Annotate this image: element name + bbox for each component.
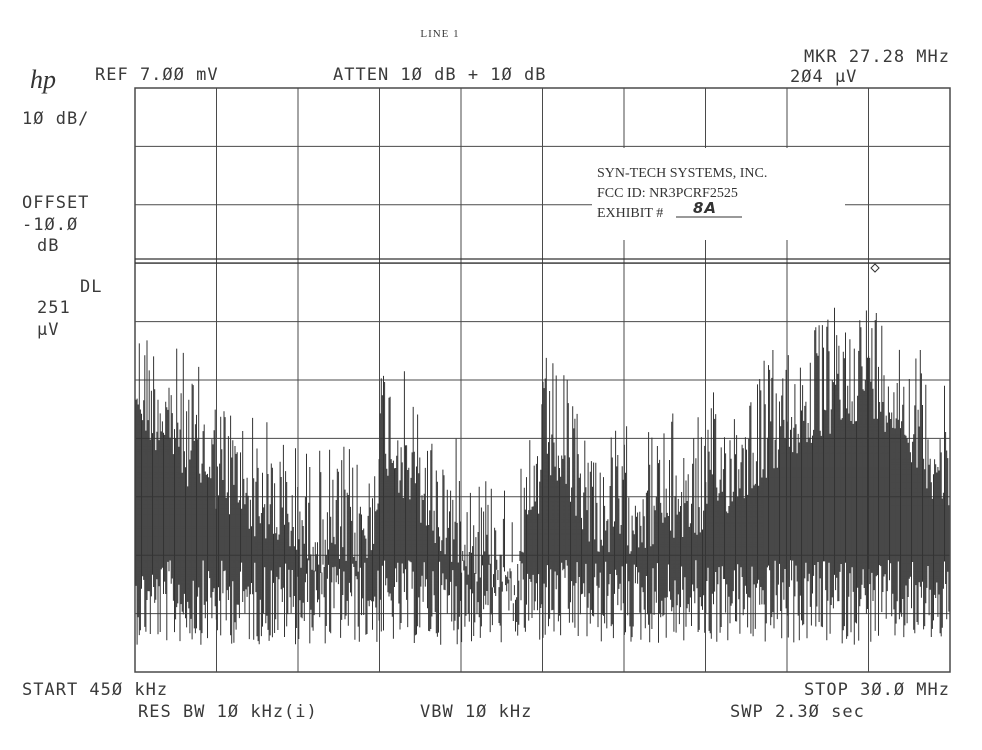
reference-level: REF 7.ØØ mV xyxy=(95,65,219,85)
video-bandwidth: VBW 1Ø kHz xyxy=(420,702,532,722)
line-label: LINE 1 xyxy=(420,28,459,40)
stamp-exhibit-number: 8A xyxy=(693,199,717,217)
marker-amplitude: 2Ø4 µV xyxy=(790,67,857,87)
stop-frequency: STOP 3Ø.Ø MHz xyxy=(804,680,950,700)
stamp-exhibit: EXHIBIT # xyxy=(597,206,663,221)
offset-label: OFFSET xyxy=(22,193,89,213)
marker xyxy=(870,263,880,273)
sweep-time: SWP 2.3Ø sec xyxy=(730,702,865,722)
display-line-label: DL xyxy=(80,277,102,297)
stamp-fcc-id: FCC ID: NR3PCRF2525 xyxy=(597,186,738,201)
scale: 1Ø dB/ xyxy=(22,109,89,129)
marker-frequency: MKR 27.28 MHz xyxy=(804,47,950,67)
start-frequency: START 45Ø kHz xyxy=(22,680,168,700)
stamp-box xyxy=(592,148,845,240)
display-line-unit: µV xyxy=(37,320,59,340)
stamp-company: SYN-TECH SYSTEMS, INC. xyxy=(597,166,767,181)
offset-unit: dB xyxy=(37,236,59,256)
trace xyxy=(135,307,950,645)
attenuation: ATTEN 1Ø dB + 1Ø dB xyxy=(333,65,546,85)
resolution-bandwidth: RES BW 1Ø kHz(i) xyxy=(138,702,318,722)
hp-logo: hp xyxy=(30,65,56,94)
offset-value: -1Ø.Ø xyxy=(22,215,78,235)
display-line-value: 251 xyxy=(37,298,71,318)
